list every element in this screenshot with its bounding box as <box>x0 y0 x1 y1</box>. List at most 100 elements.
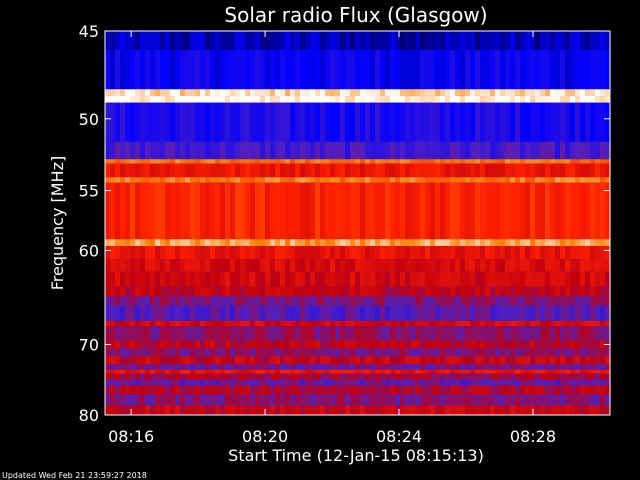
heatmap-cell <box>210 363 215 370</box>
heatmap-cell <box>445 89 450 97</box>
heatmap-cell <box>525 159 530 164</box>
heatmap-cell <box>185 363 190 370</box>
heatmap-cell <box>120 394 125 406</box>
heatmap-cell <box>260 102 265 142</box>
heatmap-cell <box>585 379 590 386</box>
heatmap-cell <box>105 50 110 90</box>
heatmap-cell <box>605 356 610 364</box>
heatmap-cell <box>285 271 290 287</box>
heatmap-cell <box>485 326 490 341</box>
heatmap-cell <box>145 271 150 287</box>
heatmap-cell <box>160 296 165 306</box>
heatmap-cell <box>465 394 470 406</box>
heatmap-cell <box>340 271 345 287</box>
heatmap-cell <box>140 159 145 164</box>
heatmap-cell <box>200 177 205 183</box>
heatmap-cell <box>220 246 225 260</box>
heatmap-cell <box>220 405 225 415</box>
heatmap-cell <box>480 259 485 272</box>
heatmap-cell <box>585 348 590 357</box>
heatmap-cell <box>245 405 250 415</box>
heatmap-cell <box>400 363 405 370</box>
heatmap-cell <box>205 259 210 272</box>
heatmap-cell <box>180 96 185 103</box>
heatmap-cell <box>160 102 165 142</box>
heatmap-cell <box>595 363 600 370</box>
heatmap-cell <box>195 320 200 327</box>
heatmap-cell <box>190 31 195 51</box>
heatmap-cell <box>475 356 480 364</box>
heatmap-cell <box>555 296 560 306</box>
heatmap-cell <box>600 246 605 260</box>
heatmap-cell <box>175 340 180 349</box>
heatmap-cell <box>350 50 355 90</box>
heatmap-cell <box>370 96 375 103</box>
heatmap-cell <box>390 177 395 183</box>
heatmap-cell <box>410 286 415 297</box>
heatmap-cell <box>365 296 370 306</box>
heatmap-cell <box>180 363 185 370</box>
heatmap-cell <box>540 405 545 415</box>
heatmap-cell <box>395 363 400 370</box>
heatmap-cell <box>525 296 530 306</box>
heatmap-cell <box>505 246 510 260</box>
heatmap-cell <box>200 373 205 380</box>
heatmap-cell <box>275 259 280 272</box>
heatmap-cell <box>575 356 580 364</box>
heatmap-cell <box>280 320 285 327</box>
heatmap-cell <box>120 305 125 321</box>
heatmap-cell <box>585 326 590 341</box>
heatmap-cell <box>500 379 505 386</box>
heatmap-cell <box>505 159 510 164</box>
heatmap-cell <box>145 50 150 90</box>
heatmap-cell <box>390 326 395 341</box>
heatmap-cell <box>245 369 250 374</box>
heatmap-cell <box>230 177 235 183</box>
heatmap-cell <box>380 373 385 380</box>
heatmap-cell <box>555 182 560 240</box>
heatmap-cell <box>160 286 165 297</box>
heatmap-cell <box>215 102 220 142</box>
heatmap-cell <box>195 405 200 415</box>
heatmap-cell <box>155 163 160 178</box>
heatmap-cell <box>180 373 185 380</box>
heatmap-cell <box>200 141 205 160</box>
heatmap-cell <box>180 141 185 160</box>
heatmap-cell <box>340 163 345 178</box>
heatmap-cell <box>560 305 565 321</box>
heatmap-cell <box>420 102 425 142</box>
heatmap-cell <box>530 356 535 364</box>
heatmap-cell <box>170 405 175 415</box>
heatmap-cell <box>155 348 160 357</box>
heatmap-cell <box>470 31 475 51</box>
heatmap-cell <box>360 259 365 272</box>
heatmap-cell <box>305 305 310 321</box>
heatmap-cell <box>265 102 270 142</box>
heatmap-cell <box>370 356 375 364</box>
heatmap-cell <box>385 373 390 380</box>
heatmap-cell <box>370 177 375 183</box>
heatmap-cell <box>485 286 490 297</box>
heatmap-cell <box>530 369 535 374</box>
heatmap-cell <box>290 286 295 297</box>
heatmap-cell <box>115 163 120 178</box>
heatmap-cell <box>185 405 190 415</box>
heatmap-cell <box>225 89 230 97</box>
heatmap-cell <box>145 320 150 327</box>
heatmap-cell <box>120 373 125 380</box>
heatmap-cell <box>480 363 485 370</box>
heatmap-cell <box>555 163 560 178</box>
heatmap-cell <box>475 305 480 321</box>
heatmap-cell <box>110 326 115 341</box>
heatmap-cell <box>400 159 405 164</box>
heatmap-cell <box>170 102 175 142</box>
heatmap-cell <box>125 239 130 247</box>
heatmap-cell <box>235 159 240 164</box>
heatmap-cell <box>580 96 585 103</box>
heatmap-cell <box>295 405 300 415</box>
heatmap-cell <box>470 163 475 178</box>
heatmap-cell <box>320 405 325 415</box>
heatmap-cell <box>115 296 120 306</box>
heatmap-cell <box>450 89 455 97</box>
heatmap-cell <box>205 159 210 164</box>
